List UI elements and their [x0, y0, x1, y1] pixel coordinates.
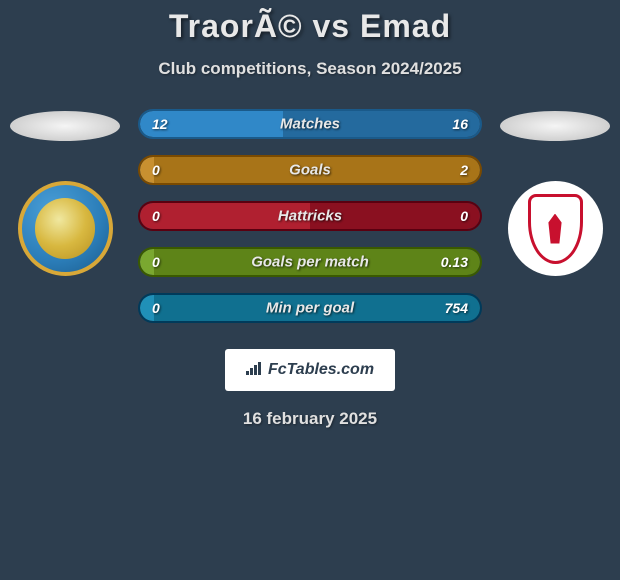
- player-right-column: [490, 109, 620, 276]
- club-badge-left: [18, 181, 113, 276]
- stat-label: Hattricks: [278, 208, 342, 225]
- date-line: 16 february 2025: [0, 409, 620, 429]
- stat-bar-min-per-goal: 0 Min per goal 754: [138, 293, 482, 323]
- stat-value-left: 0: [152, 254, 160, 270]
- stat-value-right: 0: [460, 208, 468, 224]
- stat-bar-matches: 12 Matches 16: [138, 109, 482, 139]
- stat-value-left: 0: [152, 162, 160, 178]
- comparison-row: 12 Matches 16 0 Goals 2 0 Hattricks 0 0 …: [0, 109, 620, 339]
- player-left-column: [0, 109, 130, 276]
- page-title: TraorÃ© vs Emad: [0, 8, 620, 45]
- brand-box: FcTables.com: [225, 349, 395, 391]
- stat-bar-hattricks: 0 Hattricks 0: [138, 201, 482, 231]
- club-badge-left-inner: [35, 198, 96, 259]
- stat-value-right: 2: [460, 162, 468, 178]
- stats-bars: 12 Matches 16 0 Goals 2 0 Hattricks 0 0 …: [130, 109, 490, 339]
- player-left-avatar: [10, 111, 120, 141]
- stat-value-right: 0.13: [441, 254, 468, 270]
- stat-value-right: 754: [445, 300, 468, 316]
- page-subtitle: Club competitions, Season 2024/2025: [0, 59, 620, 79]
- stat-bar-goals-per-match: 0 Goals per match 0.13: [138, 247, 482, 277]
- stat-value-left: 0: [152, 300, 160, 316]
- stat-value-right: 16: [452, 116, 468, 132]
- stat-value-left: 0: [152, 208, 160, 224]
- brand-chart-icon: [246, 361, 264, 380]
- club-badge-right-shield: [528, 194, 583, 264]
- stat-bar-goals: 0 Goals 2: [138, 155, 482, 185]
- stat-label: Matches: [280, 116, 340, 133]
- stat-label: Goals per match: [251, 254, 369, 271]
- stat-label: Goals: [289, 162, 331, 179]
- club-badge-right: [508, 181, 603, 276]
- player-right-avatar: [500, 111, 610, 141]
- stat-label: Min per goal: [266, 300, 354, 317]
- brand-label: FcTables.com: [268, 361, 374, 379]
- stat-value-left: 12: [152, 116, 168, 132]
